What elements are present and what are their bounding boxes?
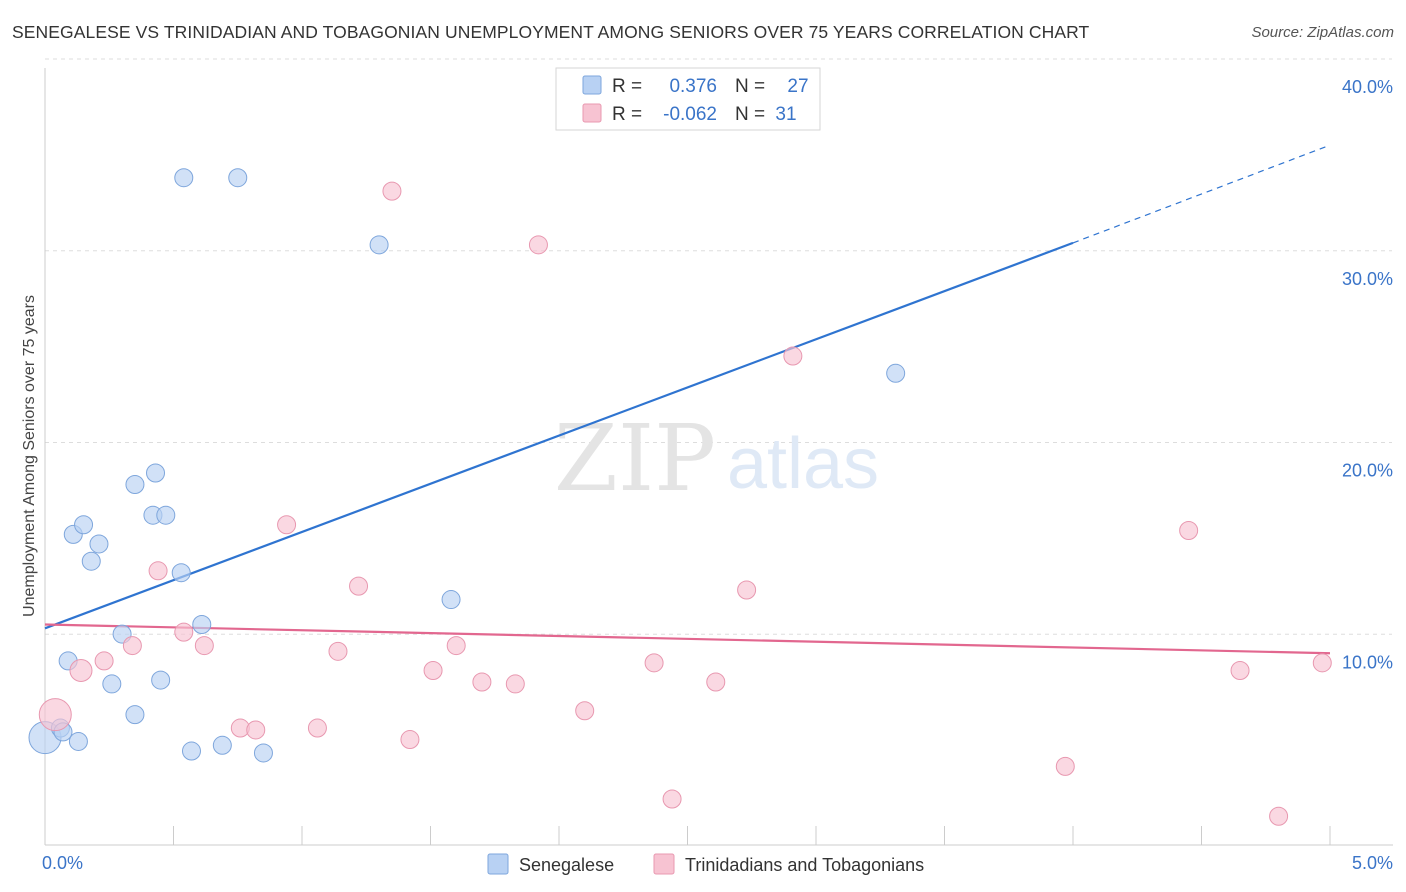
point-pink-18 (505, 674, 525, 694)
y-tick-label-30: 30.0% (1342, 269, 1393, 289)
point-blue-24 (369, 235, 389, 255)
axis-layer: 10.0% 20.0% 30.0% 40.0% 0.0% 5.0% (42, 68, 1393, 873)
point-blue-20 (192, 614, 212, 634)
trendline-blue (44, 241, 1074, 630)
point-pink-10 (307, 718, 327, 738)
point-blue-25 (441, 590, 461, 610)
point-pink-21 (644, 653, 664, 673)
series-legend-swatch-trinidadians (653, 853, 675, 875)
source-label: Source: ZipAtlas.com (1251, 24, 1394, 41)
point-blue-7 (81, 551, 101, 571)
stats-legend: R = 0.376 N = 27 R = -0.062 N = 31 (555, 67, 821, 131)
point-pink-17 (472, 672, 492, 692)
point-blue-8 (89, 534, 109, 554)
point-pink-12 (349, 576, 369, 596)
point-pink-15 (423, 661, 443, 681)
point-pink-20 (575, 701, 595, 721)
stats-r-value-2: -0.062 (663, 104, 717, 125)
watermark-atlas: atlas (727, 424, 879, 504)
stats-legend-swatch-blue (582, 75, 602, 95)
point-blue-14 (146, 463, 166, 483)
stats-r-label-2: R = (612, 104, 642, 125)
point-pink-24 (737, 580, 757, 600)
point-pink-19 (528, 235, 548, 255)
point-pink-23 (706, 672, 726, 692)
point-pink-16 (446, 636, 466, 656)
trendline-pink (44, 623, 1331, 655)
series-legend-label-trinidadians: Trinidadians and Tobagonians (685, 855, 924, 875)
trendline-extension-blue (1072, 144, 1331, 244)
series-legend: Senegalese Trinidadians and Tobagonians (487, 853, 924, 875)
point-pink-27 (1179, 521, 1199, 541)
point-pink-9 (277, 515, 297, 535)
y-tick-label-20: 20.0% (1342, 461, 1393, 481)
point-pink-8 (246, 720, 266, 740)
point-pink-2 (94, 651, 114, 671)
point-blue-22 (228, 168, 248, 188)
y-axis-title: Unemployment Among Seniors over 75 years (21, 295, 38, 617)
point-blue-12 (125, 475, 145, 495)
chart-title: SENEGALESE VS TRINIDADIAN AND TOBAGONIAN… (12, 22, 1090, 42)
grid-layer (45, 58, 1392, 635)
point-pink-29 (1269, 806, 1289, 826)
point-pink-25 (783, 346, 803, 366)
stats-n-value-1: 27 (787, 76, 808, 97)
point-pink-11 (328, 641, 348, 661)
stats-r-value-1: 0.376 (669, 76, 717, 97)
series-legend-swatch-senegalese (487, 853, 509, 875)
point-pink-1 (69, 659, 93, 683)
point-pink-5 (174, 622, 194, 642)
point-pink-22 (662, 789, 682, 809)
point-pink-3 (122, 636, 142, 656)
point-pink-30 (1312, 653, 1332, 673)
point-blue-6 (74, 515, 94, 535)
trend-layer (44, 144, 1331, 655)
point-blue-26 (886, 363, 906, 383)
point-blue-4 (68, 731, 88, 751)
point-blue-17 (171, 563, 191, 583)
y-tick-label-40: 40.0% (1342, 77, 1393, 97)
x-tick-label-0: 0.0% (42, 853, 83, 873)
point-blue-11 (125, 705, 145, 725)
point-blue-23 (253, 743, 273, 763)
watermark-zip: ZIP (554, 405, 716, 512)
point-blue-19 (181, 741, 201, 761)
stats-r-label-1: R = (612, 76, 642, 97)
stats-n-label-1: N = (735, 76, 765, 97)
point-pink-14 (400, 730, 420, 750)
x-tick-label-5: 5.0% (1352, 853, 1393, 873)
y-tick-label-10: 10.0% (1342, 652, 1393, 672)
point-pink-26 (1055, 756, 1075, 776)
point-pink-13 (382, 181, 402, 201)
point-pink-0 (38, 698, 72, 732)
point-blue-21 (212, 735, 232, 755)
point-pink-4 (148, 561, 168, 581)
points-layer (28, 168, 1332, 826)
stats-legend-swatch-pink (582, 103, 602, 123)
point-blue-9 (102, 674, 122, 694)
point-blue-15 (151, 670, 171, 690)
point-pink-6 (194, 636, 214, 656)
point-pink-28 (1230, 661, 1250, 681)
point-blue-16 (156, 505, 176, 525)
series-legend-label-senegalese: Senegalese (519, 855, 614, 875)
stats-n-label-2: N = (735, 104, 765, 125)
stats-n-value-2: 31 (775, 104, 796, 125)
point-blue-18 (174, 168, 194, 188)
